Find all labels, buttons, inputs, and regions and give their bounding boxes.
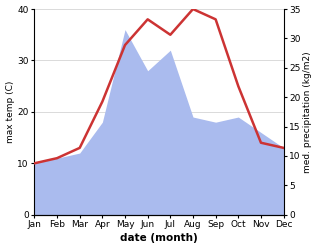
Y-axis label: max temp (C): max temp (C) [5,81,15,143]
X-axis label: date (month): date (month) [120,234,198,244]
Y-axis label: med. precipitation (kg/m2): med. precipitation (kg/m2) [303,51,313,173]
